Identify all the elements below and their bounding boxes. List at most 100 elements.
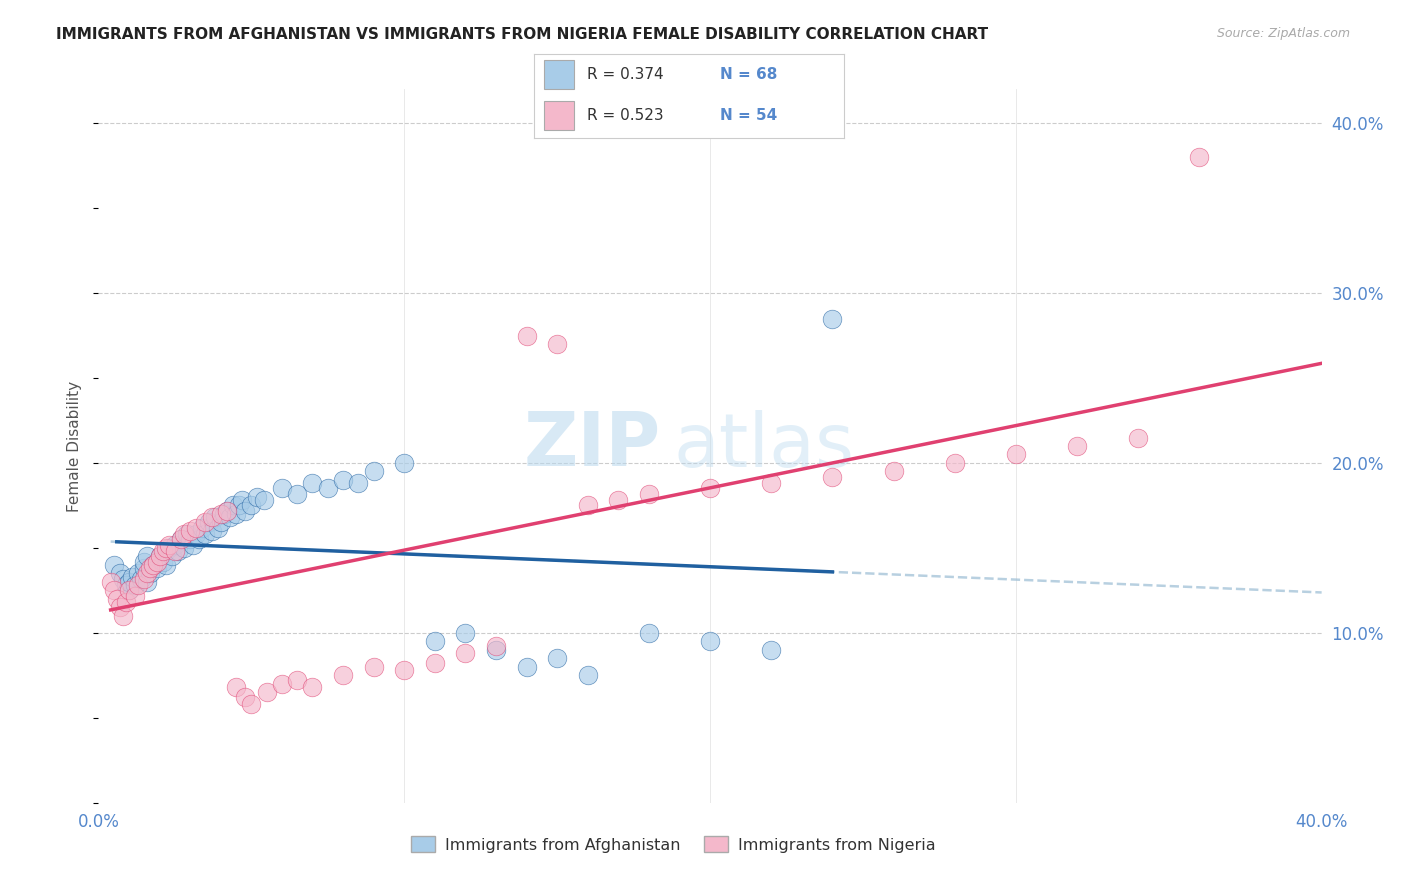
Point xyxy=(454,646,477,660)
Point xyxy=(228,499,250,513)
FancyBboxPatch shape xyxy=(544,101,575,130)
Text: N = 68: N = 68 xyxy=(720,67,778,82)
Text: R = 0.523: R = 0.523 xyxy=(586,108,664,123)
Point xyxy=(173,541,195,555)
Point xyxy=(105,591,128,606)
Point xyxy=(637,486,661,500)
Point xyxy=(821,311,844,326)
Point xyxy=(207,520,229,534)
Point xyxy=(160,549,183,564)
Point xyxy=(285,673,308,688)
Point xyxy=(163,537,186,551)
Point xyxy=(607,493,630,508)
Point xyxy=(145,555,167,569)
Point xyxy=(134,561,156,575)
Point xyxy=(152,544,174,558)
Point xyxy=(129,572,152,586)
Point xyxy=(256,685,278,699)
Point xyxy=(392,456,416,470)
Point xyxy=(127,566,149,581)
Text: Source: ZipAtlas.com: Source: ZipAtlas.com xyxy=(1216,27,1350,40)
Point xyxy=(181,537,204,551)
Point xyxy=(118,583,141,598)
Point xyxy=(197,516,219,530)
Point xyxy=(163,544,186,558)
Point xyxy=(200,510,222,524)
Text: ZIP: ZIP xyxy=(524,409,661,483)
Point xyxy=(136,549,159,564)
Point xyxy=(173,527,195,541)
Point xyxy=(152,555,174,569)
Point xyxy=(142,558,165,572)
Point xyxy=(576,668,599,682)
Point xyxy=(699,634,721,648)
Point xyxy=(155,541,177,555)
Point xyxy=(127,578,149,592)
Point xyxy=(316,482,339,496)
Point xyxy=(943,456,966,470)
Point xyxy=(111,608,134,623)
Point xyxy=(516,660,538,674)
Point xyxy=(270,677,292,691)
Point xyxy=(546,651,568,665)
Point xyxy=(124,578,146,592)
Point xyxy=(332,473,354,487)
Point xyxy=(145,561,167,575)
Point xyxy=(191,520,214,534)
Point xyxy=(108,600,131,615)
Point xyxy=(167,544,190,558)
Point xyxy=(103,583,125,598)
Point xyxy=(157,537,180,551)
Point xyxy=(155,558,177,572)
Point xyxy=(200,524,222,538)
Point xyxy=(136,574,159,589)
Point xyxy=(233,690,256,705)
Point xyxy=(188,533,211,547)
Point xyxy=(100,574,122,589)
Point xyxy=(115,578,138,592)
Point xyxy=(149,549,172,564)
Point xyxy=(139,566,162,581)
Point xyxy=(821,469,844,483)
Point xyxy=(186,527,208,541)
Point xyxy=(392,663,416,677)
Point xyxy=(485,640,508,654)
Text: IMMIGRANTS FROM AFGHANISTAN VS IMMIGRANTS FROM NIGERIA FEMALE DISABILITY CORRELA: IMMIGRANTS FROM AFGHANISTAN VS IMMIGRANT… xyxy=(56,27,988,42)
Point xyxy=(423,657,446,671)
Point xyxy=(215,503,238,517)
Point xyxy=(134,572,156,586)
Point xyxy=(1188,150,1211,164)
Point xyxy=(485,643,508,657)
Point xyxy=(301,680,323,694)
Point xyxy=(246,490,269,504)
Point xyxy=(1004,448,1026,462)
Point xyxy=(219,510,242,524)
Point xyxy=(186,520,208,534)
Point xyxy=(142,558,165,572)
Point xyxy=(516,328,538,343)
Point xyxy=(155,544,177,558)
Point xyxy=(179,533,201,547)
Point xyxy=(285,486,308,500)
Point xyxy=(118,583,141,598)
Text: N = 54: N = 54 xyxy=(720,108,778,123)
Point xyxy=(225,507,247,521)
Point xyxy=(222,499,245,513)
Point xyxy=(176,527,198,541)
Text: atlas: atlas xyxy=(673,409,855,483)
Point xyxy=(1128,430,1150,444)
Point xyxy=(546,337,568,351)
Point xyxy=(576,499,599,513)
Point xyxy=(134,555,156,569)
Point xyxy=(252,493,274,508)
Point xyxy=(170,533,193,547)
Point xyxy=(454,626,477,640)
Point xyxy=(240,499,263,513)
Point xyxy=(149,549,172,564)
Point xyxy=(194,527,217,541)
Point xyxy=(215,503,238,517)
Point xyxy=(121,570,143,584)
FancyBboxPatch shape xyxy=(544,61,575,89)
Point xyxy=(332,668,354,682)
Point xyxy=(212,507,235,521)
